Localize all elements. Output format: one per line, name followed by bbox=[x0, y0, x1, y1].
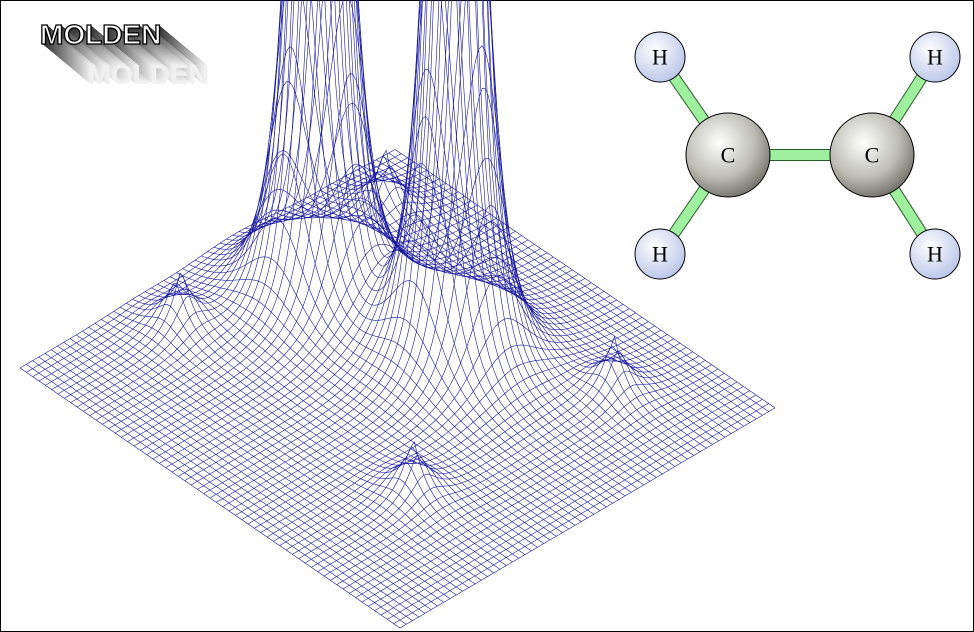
atom-label: C bbox=[721, 143, 736, 168]
logo-streak: MOLDEN bbox=[88, 59, 209, 90]
logo-text: MOLDEN bbox=[40, 19, 161, 50]
atom-label: H bbox=[652, 45, 668, 70]
molden-viewer: MOLDENMOLDENMOLDENMOLDENMOLDENMOLDENMOLD… bbox=[0, 0, 974, 632]
atom-label: C bbox=[865, 143, 880, 168]
atom-label: H bbox=[927, 45, 943, 70]
atom-label: H bbox=[652, 242, 668, 267]
atom-label: H bbox=[927, 242, 943, 267]
